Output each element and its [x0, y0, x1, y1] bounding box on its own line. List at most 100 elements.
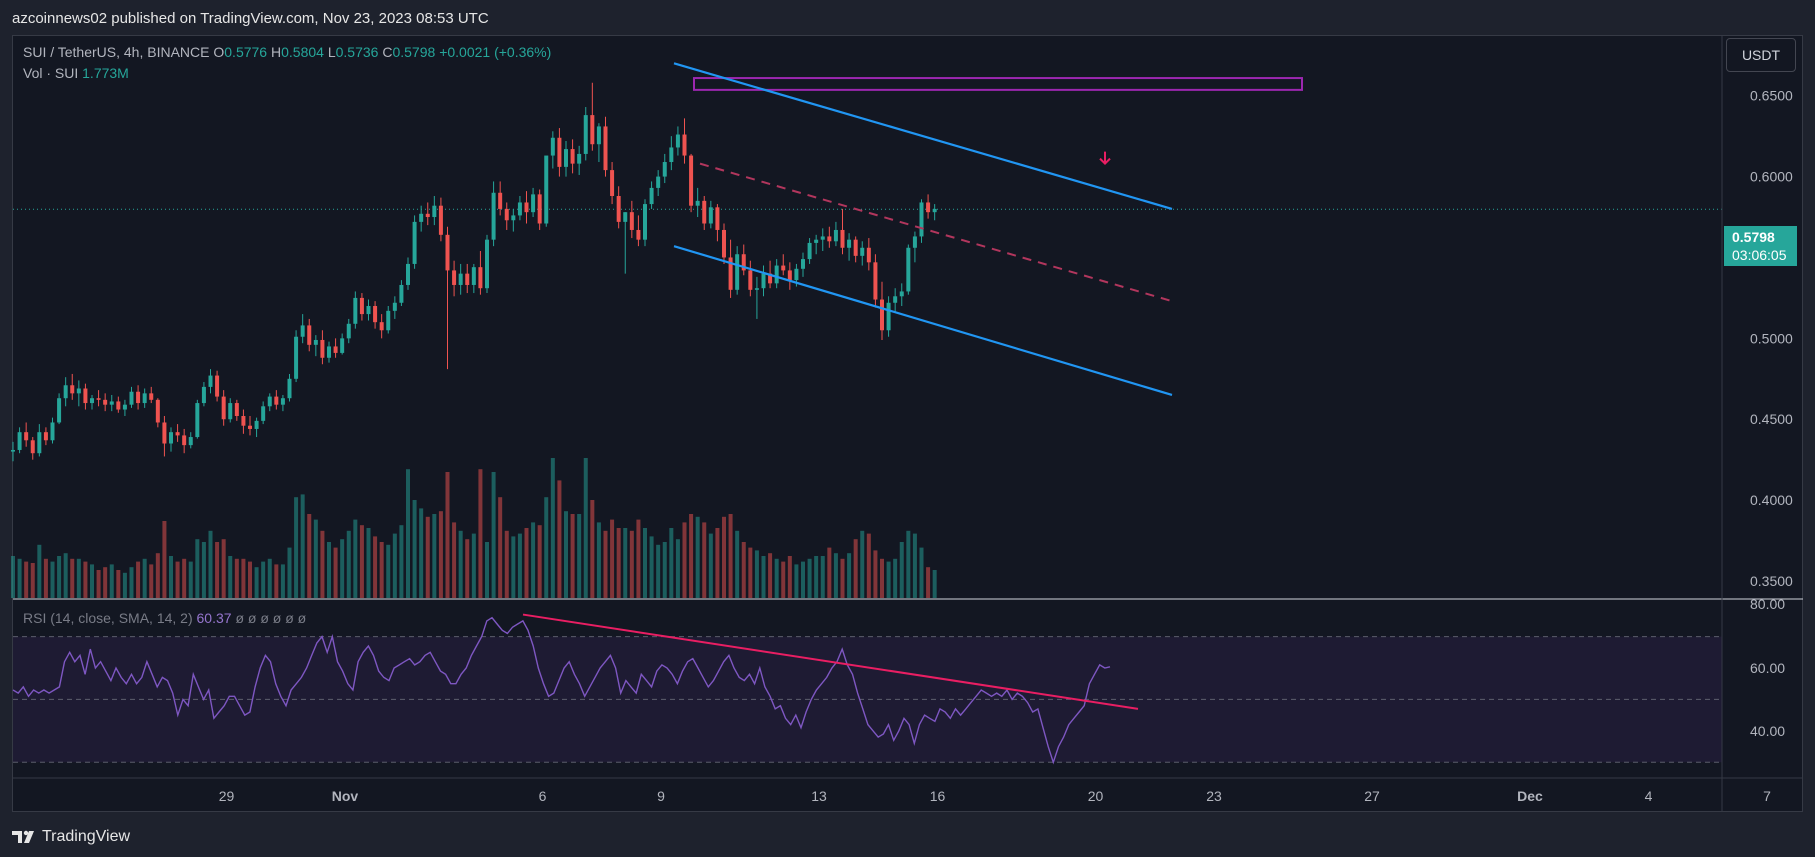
candle-body	[300, 325, 305, 337]
volume-bar	[478, 469, 483, 598]
volume-bar	[201, 542, 206, 598]
volume-bar	[215, 542, 220, 598]
candle-body	[267, 396, 272, 407]
candle-body	[215, 375, 220, 397]
volume-bar	[221, 539, 226, 598]
candle-body	[419, 213, 424, 222]
candle-body	[886, 302, 891, 331]
volume-bar	[373, 536, 378, 598]
price-tick-label: 0.4500	[1750, 411, 1793, 427]
volume-label[interactable]: Vol · SUI	[23, 65, 79, 81]
candle-body	[807, 242, 812, 260]
time-tick-label: 29	[219, 788, 235, 804]
volume-bar	[781, 561, 786, 598]
time-tick-label: Dec	[1517, 788, 1543, 804]
volume-bar	[768, 553, 773, 598]
candle-body	[195, 403, 200, 438]
volume-bar	[833, 553, 838, 598]
volume-bar	[866, 533, 871, 598]
volume-bar	[504, 530, 509, 598]
candle-body	[116, 401, 121, 410]
volume-bar	[359, 525, 364, 598]
candle-body	[570, 149, 575, 164]
candle-body	[544, 155, 549, 224]
volume-bar	[623, 528, 628, 598]
candles	[11, 82, 937, 462]
rsi-tick-label: 60.00	[1750, 660, 1785, 676]
volume-bar	[327, 542, 331, 598]
candle-body	[63, 385, 68, 399]
candle-body	[722, 229, 726, 258]
volume-bar	[228, 556, 233, 598]
volume-bar	[320, 530, 325, 598]
rsi-label[interactable]: RSI (14, close, SMA, 14, 2)	[23, 610, 193, 626]
symbol-label[interactable]: SUI / TetherUS, 4h, BINANCE	[23, 44, 210, 60]
time-tick-label: 9	[657, 788, 665, 804]
candle-body	[847, 239, 852, 248]
candle-body	[656, 176, 661, 188]
volume-bar	[261, 561, 266, 598]
candle-body	[498, 192, 503, 209]
channel-upper-line	[673, 62, 1173, 210]
candle-body	[590, 115, 595, 145]
candle-body	[564, 149, 568, 167]
volume-bar	[880, 558, 884, 598]
volume-bar	[485, 542, 489, 598]
volume-bar	[570, 514, 575, 598]
volume-bar	[886, 561, 891, 598]
candle-body	[458, 273, 463, 285]
volume-bar	[577, 514, 582, 598]
candle-body	[537, 194, 542, 224]
candle-body	[643, 204, 647, 240]
tradingview-logo-icon	[12, 830, 34, 843]
volume-bar	[893, 558, 898, 598]
candle-body	[932, 208, 937, 213]
candle-body	[122, 404, 127, 410]
candle-body	[155, 399, 160, 423]
volume-bar	[366, 528, 371, 598]
candle-body	[662, 162, 667, 177]
volume-bar	[847, 553, 852, 598]
volume-bar	[465, 539, 470, 598]
volume-bar	[280, 564, 285, 598]
volume-bar	[517, 533, 522, 598]
candle-body	[926, 202, 931, 213]
volume-bar	[122, 572, 127, 598]
candle-body	[695, 200, 700, 206]
volume-bar	[807, 558, 812, 598]
volume-bar	[537, 525, 542, 598]
currency-button[interactable]: USDT	[1726, 38, 1796, 72]
candle-body	[616, 195, 621, 222]
volume-bar	[695, 516, 700, 598]
price-legend: SUI / TetherUS, 4h, BINANCE O0.5776 H0.5…	[23, 44, 551, 60]
published-text: azcoinnews02 published on TradingView.co…	[12, 10, 489, 27]
candle-body	[234, 403, 239, 417]
candle-body	[24, 432, 29, 441]
candle-body	[17, 432, 22, 450]
overlay-front-layer	[673, 62, 1303, 397]
candle-body	[531, 194, 536, 213]
candle-body	[248, 425, 252, 429]
volume-bar	[70, 558, 75, 598]
bar-countdown: 03:06:05	[1732, 247, 1787, 263]
candle-body	[221, 396, 226, 420]
candle-body	[511, 215, 516, 221]
rsi-placeholders: ø ø ø ø ø ø	[235, 610, 307, 626]
candle-body	[715, 207, 720, 230]
volume-bar	[761, 556, 766, 598]
volume-bar	[76, 558, 81, 598]
volume-bar	[873, 550, 878, 598]
candle-body	[583, 115, 588, 154]
candle-body	[366, 305, 371, 315]
candle-body	[43, 432, 48, 441]
candle-body	[109, 401, 114, 405]
candle-body	[169, 432, 173, 444]
volume-bar	[208, 530, 213, 598]
volume-bar	[294, 497, 299, 598]
candle-body	[406, 263, 410, 285]
volume-bar	[11, 556, 15, 598]
tradingview-brand[interactable]: TradingView	[42, 828, 131, 845]
open-value: 0.5776	[224, 44, 268, 60]
volume-bar	[656, 544, 661, 598]
